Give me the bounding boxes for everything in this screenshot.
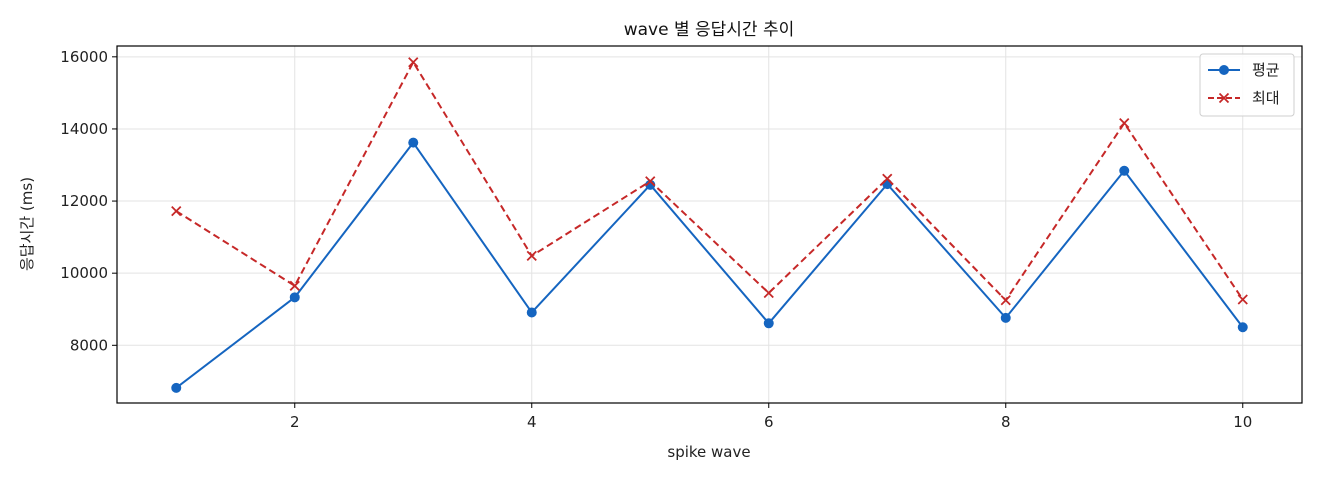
x-tick-label: 8: [1001, 413, 1011, 431]
legend-label: 최대: [1252, 89, 1280, 107]
data-point: [526, 307, 537, 318]
legend-item: 평균: [1208, 61, 1280, 79]
y-tick-label: 12000: [60, 192, 108, 210]
marker-stroke: [1000, 295, 1011, 306]
data-point: [171, 206, 182, 217]
y-tick-label: 10000: [60, 264, 108, 282]
y-tick-label: 16000: [60, 48, 108, 66]
marker-stroke: [882, 173, 893, 184]
data-point: [882, 173, 893, 184]
y-tick-label: 8000: [70, 336, 108, 354]
series-1: [171, 137, 1248, 393]
marker-stroke: [1237, 294, 1248, 305]
legend-box: [1199, 53, 1295, 117]
series-2: [171, 57, 1248, 306]
marker-stroke: [645, 176, 656, 187]
data-point: [408, 137, 419, 148]
legend-item: 최대: [1208, 89, 1280, 107]
legend-label: 평균: [1252, 61, 1280, 79]
data-point: [289, 280, 300, 291]
data-point: [171, 382, 182, 393]
plot-frame: [116, 45, 1303, 404]
marker-stroke: [408, 57, 419, 68]
marker-stroke: [1119, 118, 1130, 129]
chart-title: wave 별 응답시간 추이: [624, 20, 795, 40]
series-line: [175, 61, 1244, 302]
data-point: [1119, 165, 1130, 176]
data-point: [763, 287, 774, 299]
series-line: [175, 141, 1244, 389]
y-axis-label: 응답시간 (ms): [18, 177, 36, 271]
data-point: [645, 176, 656, 187]
data-point: [289, 292, 300, 303]
data-point: [408, 57, 419, 68]
data-point: [1119, 118, 1130, 129]
data-point: [1237, 294, 1248, 305]
legend-marker: [1218, 92, 1230, 104]
x-tick-label: 4: [527, 413, 537, 431]
y-tick-label: 14000: [60, 120, 108, 138]
marker-stroke: [1218, 92, 1230, 104]
data-point: [763, 318, 774, 329]
data-point: [1000, 295, 1011, 306]
y-axis: 8000 10000 12000 14000 16000: [60, 48, 117, 354]
grid: [117, 46, 1302, 403]
x-tick-label: 6: [764, 413, 774, 431]
marker-stroke: [289, 280, 300, 291]
x-tick-label: 10: [1233, 413, 1252, 431]
series-layer: [171, 57, 1248, 393]
data-point: [1000, 312, 1011, 323]
marker-stroke: [526, 250, 537, 262]
x-axis: 2 4 6 8 10: [290, 403, 1252, 431]
data-point: [526, 250, 537, 262]
data-point: [882, 179, 893, 190]
marker-stroke: [763, 287, 774, 299]
data-point: [1237, 322, 1248, 333]
x-tick-label: 2: [290, 413, 300, 431]
marker-stroke: [171, 206, 182, 217]
x-axis-label: spike wave: [667, 443, 750, 461]
legend-marker: [1219, 65, 1229, 75]
